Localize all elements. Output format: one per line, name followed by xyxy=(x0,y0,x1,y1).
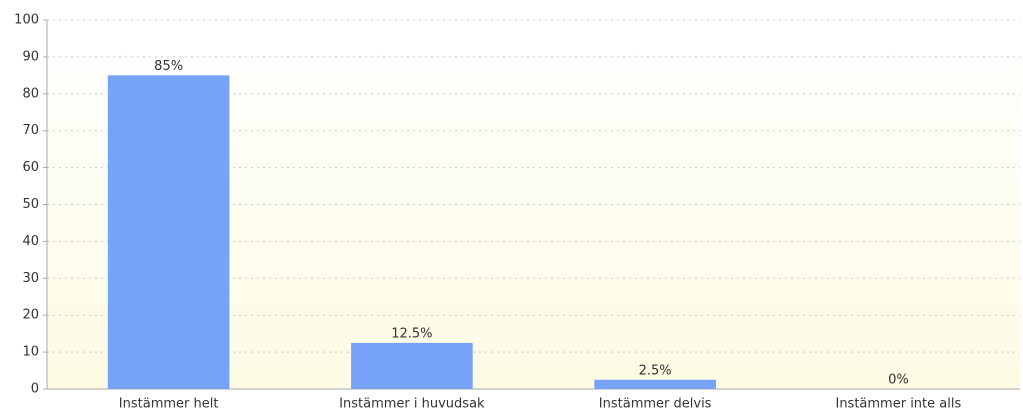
bar xyxy=(594,379,716,389)
y-tick-label: 0 xyxy=(31,382,39,397)
x-tick-label: Instämmer inte alls xyxy=(835,397,961,412)
y-tick-label: 60 xyxy=(22,160,39,175)
x-tick-label: Instämmer delvis xyxy=(599,397,712,412)
y-tick-label: 10 xyxy=(22,345,39,360)
y-tick-label: 50 xyxy=(22,197,39,212)
x-tick-label: Instämmer helt xyxy=(119,397,219,412)
bar xyxy=(107,75,230,389)
y-tick-label: 80 xyxy=(22,86,39,101)
value-label: 2.5% xyxy=(639,363,672,378)
y-tick-label: 90 xyxy=(22,49,39,64)
value-label: 85% xyxy=(154,59,183,74)
y-tick-label: 40 xyxy=(22,234,39,249)
bar xyxy=(351,342,473,389)
x-tick-label: Instämmer i huvudsak xyxy=(339,397,485,412)
y-tick-label: 70 xyxy=(22,123,39,138)
y-tick-label: 20 xyxy=(22,308,39,323)
y-tick-label: 100 xyxy=(14,13,39,28)
value-label: 0% xyxy=(888,373,909,388)
y-tick-label: 30 xyxy=(22,271,39,286)
value-label: 12.5% xyxy=(391,326,432,341)
